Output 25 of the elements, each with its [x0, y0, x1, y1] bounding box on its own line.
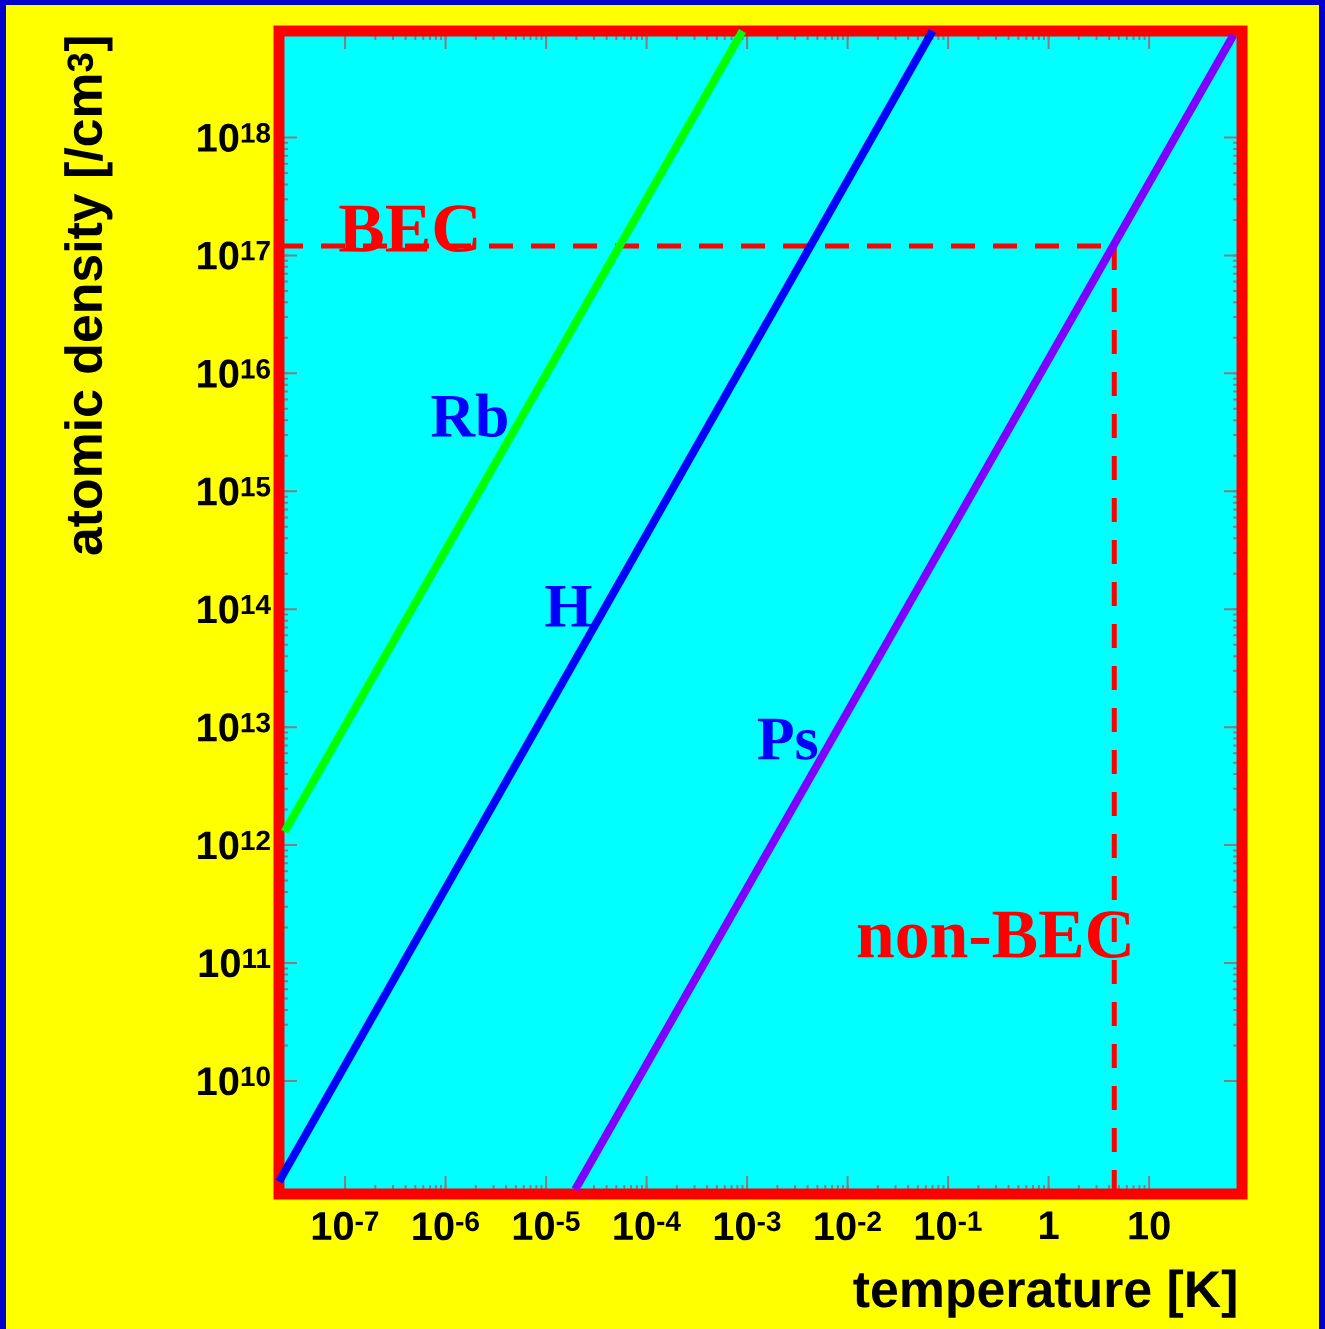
series-label: Rb [431, 393, 507, 438]
y-tick-label: 10$^{16}$ [198, 358, 270, 388]
y-tick-label: 10$^{12}$ [198, 830, 270, 860]
y-tick-label: 10$^{18}$ [198, 123, 271, 152]
x-axis-title: temperature [K] [853, 1269, 1236, 1318]
x-tick-label: 10$^{-1}$ [915, 1211, 982, 1241]
y-axis-title: atomic density [/cm$^{3}$] [64, 37, 113, 555]
y-tick-label: 10$^{15}$ [198, 476, 271, 506]
y-tick-label: 10$^{10}$ [198, 1066, 270, 1096]
x-tick-label: 10$^{-5}$ [513, 1211, 580, 1241]
x-tick-label: 10 [1129, 1211, 1170, 1240]
annotation: BEC [339, 205, 477, 253]
y-tick-label: 10$^{17}$ [198, 241, 270, 270]
x-tick-label: 10$^{-2}$ [815, 1211, 881, 1241]
series-label: Ps [757, 718, 818, 760]
x-tick-label: 1 [1040, 1211, 1059, 1239]
x-tick-label: 10$^{-7}$ [312, 1211, 379, 1241]
y-tick-label: 10$^{14}$ [198, 594, 271, 624]
series-label: H [545, 586, 592, 627]
x-tick-label: 10$^{-4}$ [614, 1211, 681, 1241]
x-tick-label: 10$^{-6}$ [413, 1211, 479, 1241]
x-tick-label: 10$^{-3}$ [714, 1211, 781, 1241]
y-tick-label: 10$^{13}$ [198, 712, 270, 742]
annotation: non-BEC [857, 911, 1130, 959]
y-tick-label: 10$^{11}$ [199, 948, 271, 978]
